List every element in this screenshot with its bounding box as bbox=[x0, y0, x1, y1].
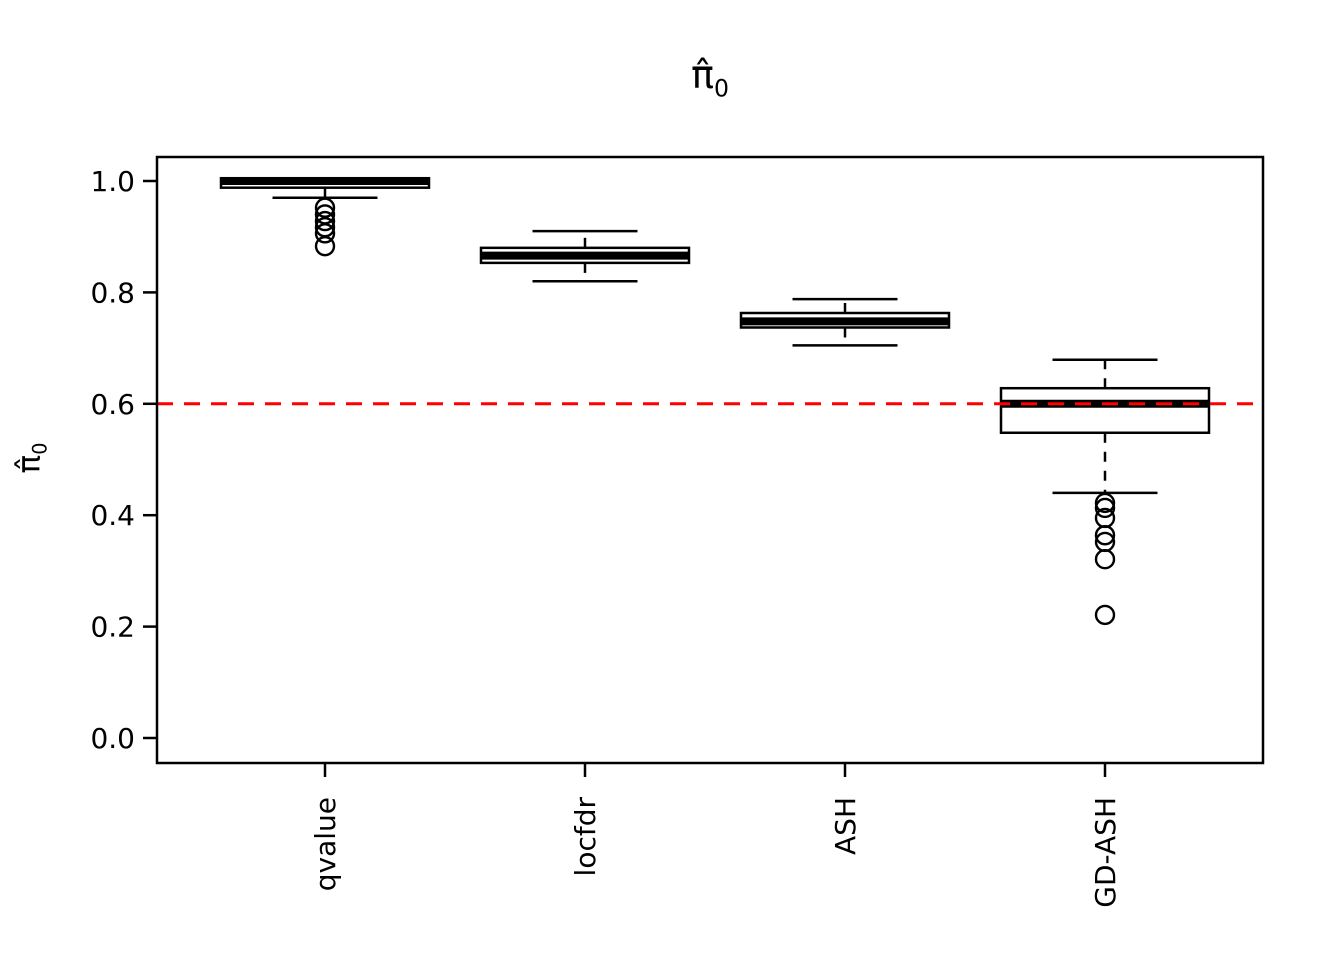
y-tick-label: 0.0 bbox=[90, 722, 135, 755]
title-symbol: π̂ bbox=[691, 53, 714, 97]
y-tick-label: 0.6 bbox=[90, 388, 135, 421]
x-tick-label: ASH bbox=[829, 797, 862, 855]
x-tick-label: locfdr bbox=[569, 797, 602, 877]
boxplot-GD-ASH bbox=[999, 358, 1211, 626]
outlier-point bbox=[314, 223, 336, 244]
y-tick-label: 1.0 bbox=[90, 165, 135, 198]
boxplot-qvalue bbox=[219, 176, 431, 257]
box-iqr bbox=[999, 386, 1211, 435]
outlier-point bbox=[1094, 549, 1116, 570]
outlier-point bbox=[1094, 525, 1116, 546]
x-tick-label: GD-ASH bbox=[1089, 797, 1122, 908]
title-subscript: 0 bbox=[713, 74, 729, 103]
y-tick-label: 0.2 bbox=[90, 611, 135, 644]
outlier-point bbox=[1094, 604, 1116, 626]
boxplot-ASH bbox=[739, 297, 951, 347]
outlier-point bbox=[1094, 492, 1116, 514]
y-tick-label: 0.8 bbox=[90, 276, 135, 309]
outlier-point bbox=[314, 210, 336, 232]
plot-border bbox=[155, 155, 1265, 765]
outlier-point bbox=[314, 197, 336, 218]
outlier-point bbox=[1094, 497, 1116, 519]
x-tick-label: qvalue bbox=[309, 797, 342, 891]
y-tick-label: 0.4 bbox=[90, 499, 135, 532]
chart-title: π̂0 bbox=[691, 56, 729, 101]
boxplot-locfdr bbox=[479, 229, 691, 283]
outlier-point bbox=[314, 235, 336, 257]
